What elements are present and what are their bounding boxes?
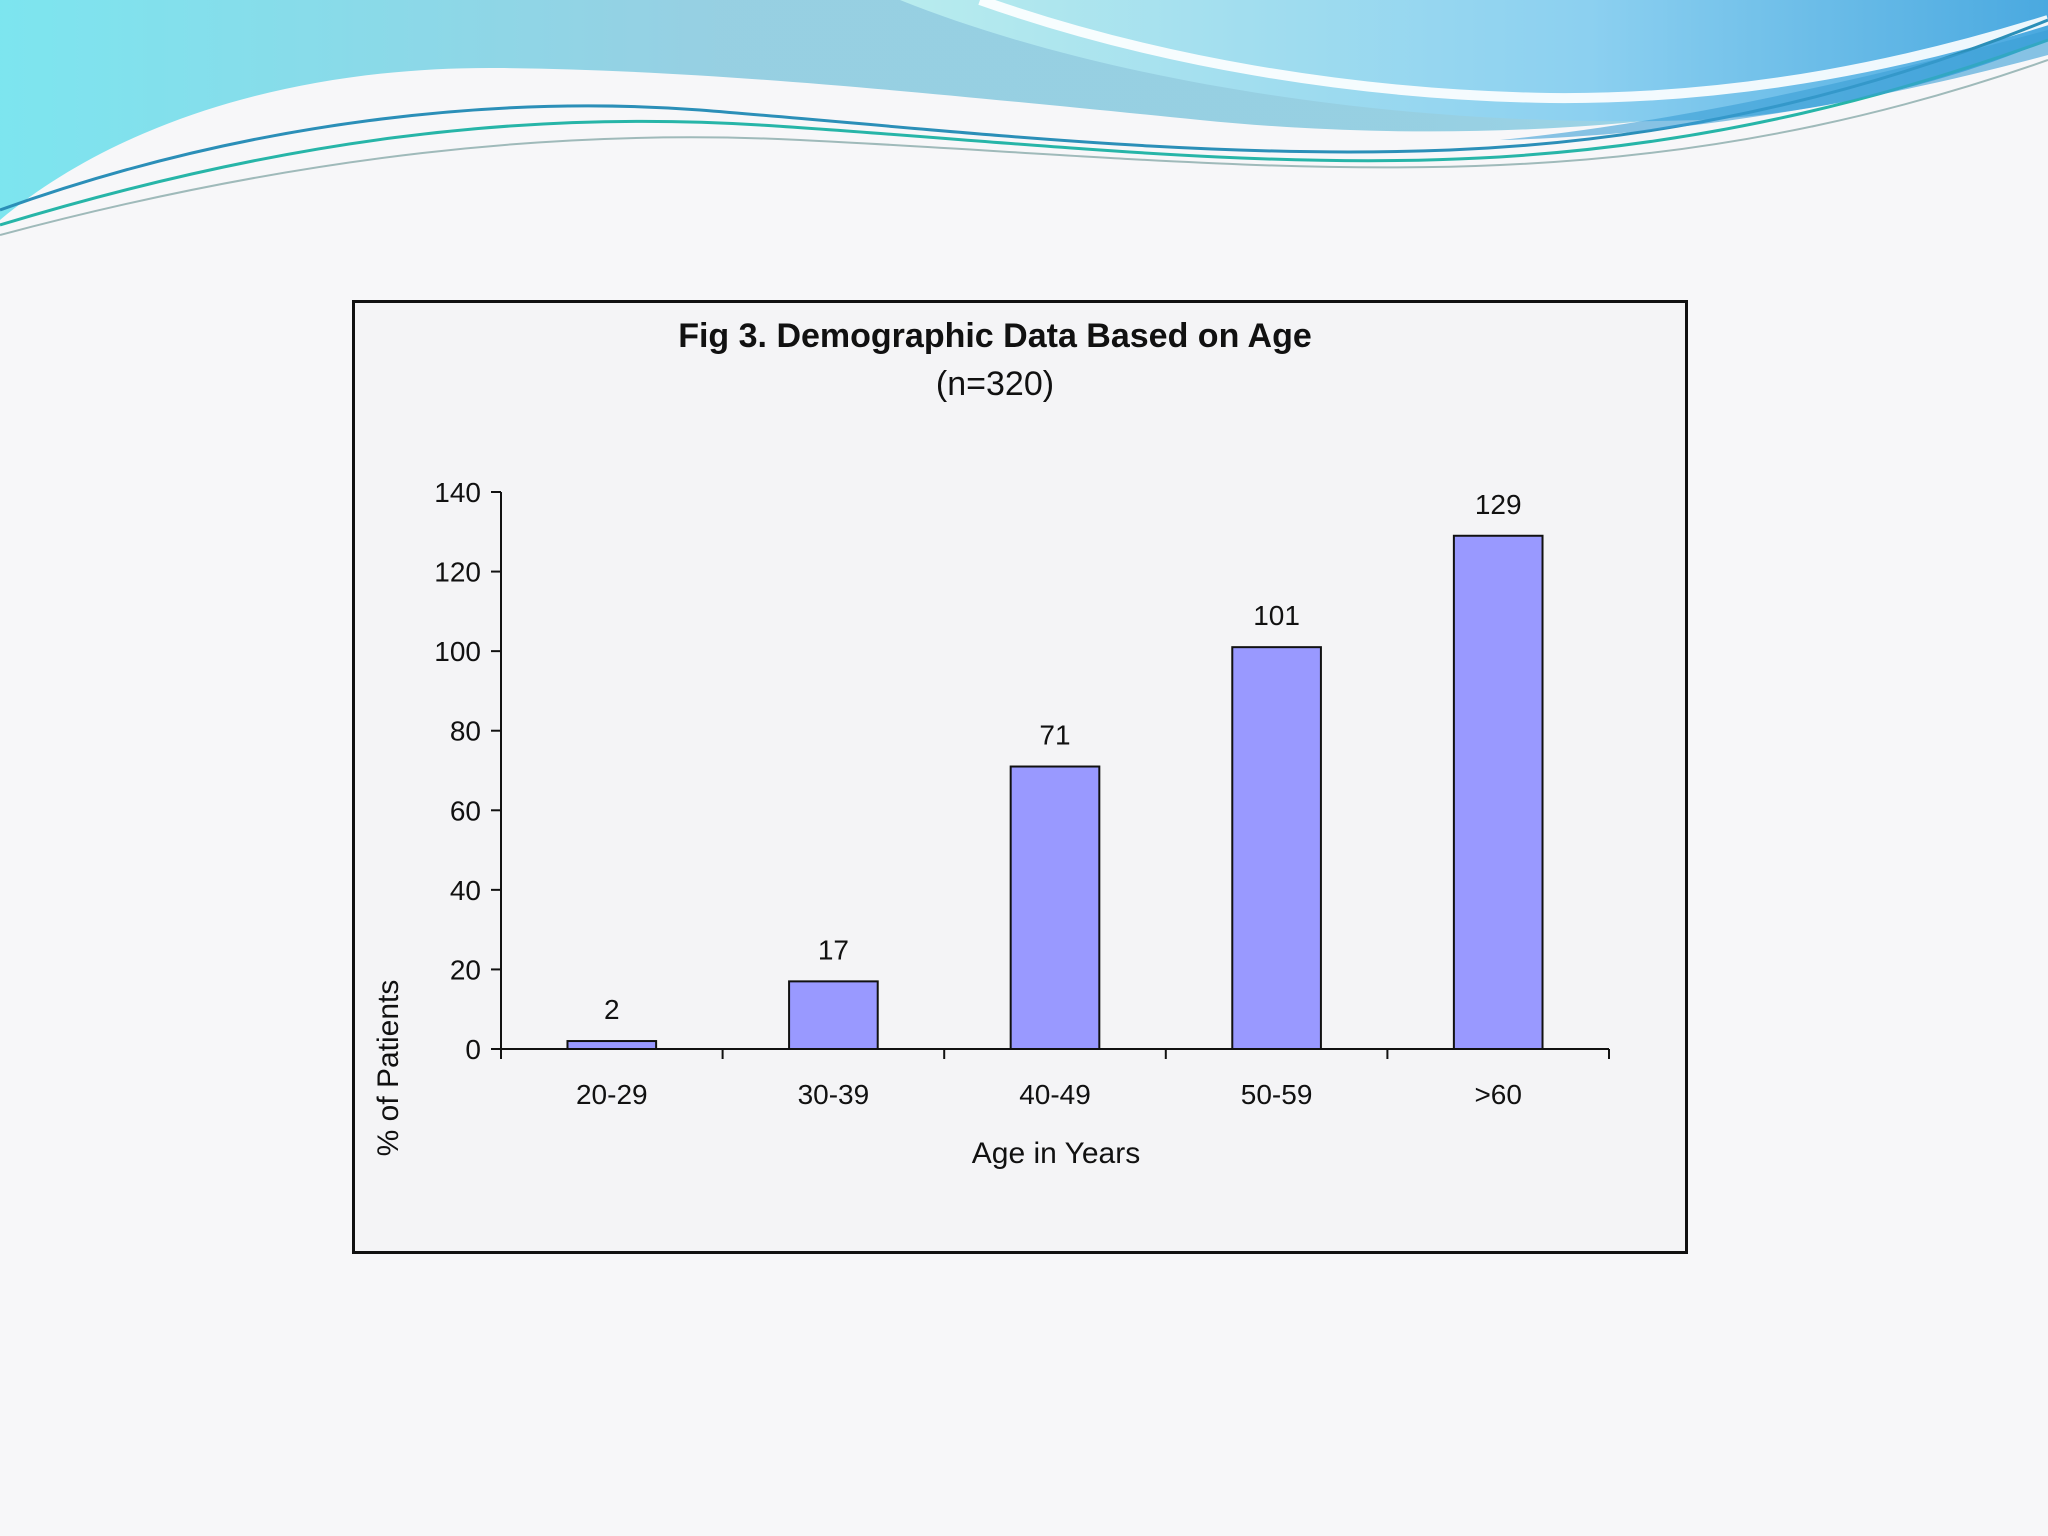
background-waves — [0, 0, 2048, 236]
y-tick-label: 40 — [450, 875, 481, 906]
bar — [1009, 765, 1101, 1050]
y-tick-label: 20 — [450, 954, 481, 985]
bar — [1452, 534, 1544, 1050]
data-label: 71 — [1039, 720, 1070, 751]
chart-title: Fig 3. Demographic Data Based on Age — [678, 317, 1312, 355]
y-tick-label: 60 — [450, 795, 481, 826]
y-tick-label: 80 — [450, 716, 481, 747]
y-axis-label: % of Patients — [372, 980, 405, 1157]
chart-frame: Fig 3. Demographic Data Based on Age (n=… — [352, 300, 1688, 1254]
y-tick-label: 0 — [465, 1034, 481, 1065]
y-tick-label: 120 — [434, 557, 481, 588]
x-tick-label: >60 — [1474, 1079, 1522, 1110]
bar-chart: Fig 3. Demographic Data Based on Age (n=… — [372, 317, 1610, 1170]
data-label: 2 — [604, 994, 620, 1025]
bar — [788, 980, 879, 1050]
chart-subtitle: (n=320) — [936, 365, 1054, 403]
plot-area: 0 20 40 60 80 100 120 140 20-29 2 30-39 17 40-49 71 50… — [434, 477, 1610, 1110]
x-tick-label: 30-39 — [798, 1079, 870, 1110]
x-tick-label: 50-59 — [1241, 1079, 1313, 1110]
x-tick-label: 20-29 — [576, 1079, 648, 1110]
bar — [566, 1040, 658, 1050]
x-tick-label: 40-49 — [1019, 1079, 1091, 1110]
y-tick-label: 140 — [434, 477, 481, 508]
data-label: 129 — [1475, 489, 1522, 520]
x-axis-label: Age in Years — [972, 1137, 1140, 1170]
bar — [1231, 646, 1322, 1050]
data-label: 17 — [818, 934, 849, 965]
y-tick-label: 100 — [434, 636, 481, 667]
data-label: 101 — [1253, 600, 1300, 631]
